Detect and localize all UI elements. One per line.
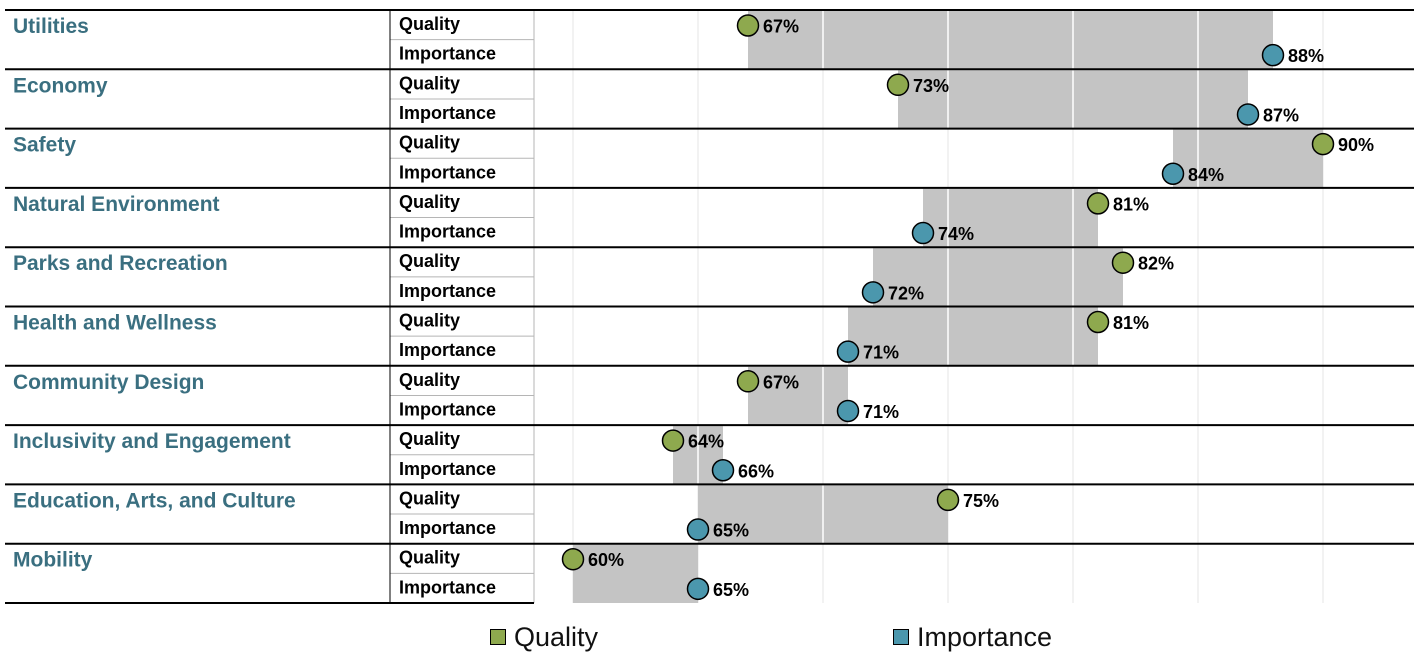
row-label-importance: Importance bbox=[399, 518, 496, 538]
category-label-community-design: Community Design bbox=[13, 371, 204, 394]
legend-importance-swatch bbox=[893, 629, 909, 645]
importance-point bbox=[1161, 162, 1185, 185]
category-label-natural-environment: Natural Environment bbox=[13, 193, 220, 216]
importance-point bbox=[836, 399, 860, 423]
importance-value-label: 74% bbox=[938, 224, 974, 244]
importance-point bbox=[1261, 43, 1285, 67]
quality-value-label: 64% bbox=[688, 432, 724, 452]
legend-quality-swatch bbox=[490, 629, 506, 645]
row-label-quality: Quality bbox=[399, 133, 460, 153]
quality-point bbox=[561, 547, 585, 571]
importance-point bbox=[911, 221, 935, 245]
quality-value-label: 90% bbox=[1338, 135, 1374, 155]
range-bar bbox=[748, 11, 1273, 70]
importance-value-label: 71% bbox=[863, 343, 899, 363]
importance-value-label: 88% bbox=[1288, 46, 1324, 66]
row-label-importance: Importance bbox=[399, 162, 496, 182]
legend-importance: Importance bbox=[893, 622, 1052, 652]
quality-value-label: 82% bbox=[1138, 254, 1174, 274]
importance-value-label: 71% bbox=[863, 402, 899, 422]
quality-value-label: 81% bbox=[1113, 194, 1149, 214]
quality-point bbox=[1111, 251, 1135, 274]
quality-value-label: 75% bbox=[963, 491, 999, 511]
range-bar bbox=[923, 188, 1098, 248]
row-label-quality: Quality bbox=[399, 73, 460, 93]
quality-value-label: 60% bbox=[588, 550, 624, 570]
importance-value-label: 87% bbox=[1263, 105, 1299, 125]
quality-point bbox=[661, 429, 685, 452]
range-bar bbox=[848, 307, 1098, 366]
row-label-importance: Importance bbox=[399, 340, 496, 360]
category-label-inclusivity-and-engagement: Inclusivity and Engagement bbox=[13, 430, 291, 453]
importance-value-label: 84% bbox=[1188, 165, 1224, 185]
importance-point bbox=[1236, 103, 1260, 126]
importance-point bbox=[861, 281, 885, 304]
row-label-quality: Quality bbox=[399, 429, 460, 449]
row-label-quality: Quality bbox=[399, 488, 460, 508]
category-label-health-and-wellness: Health and Wellness bbox=[13, 312, 217, 335]
row-label-importance: Importance bbox=[399, 44, 496, 64]
quality-value-label: 67% bbox=[763, 17, 799, 37]
category-label-education-arts-and-culture: Education, Arts, and Culture bbox=[13, 489, 296, 512]
row-label-importance: Importance bbox=[399, 222, 496, 242]
importance-value-label: 65% bbox=[713, 580, 749, 600]
legend-importance-label: Importance bbox=[917, 621, 1053, 652]
quality-point bbox=[1086, 192, 1110, 215]
quality-point bbox=[1311, 132, 1335, 156]
quality-point bbox=[1086, 310, 1110, 334]
dumbbell-chart: Utilities Quality Importance Economy Quality… bbox=[5, 9, 1414, 604]
importance-point bbox=[711, 459, 735, 482]
row-label-importance: Importance bbox=[399, 459, 496, 479]
range-bar bbox=[873, 248, 1123, 307]
category-label-safety: Safety bbox=[13, 134, 76, 157]
importance-value-label: 72% bbox=[888, 283, 924, 303]
importance-value-label: 66% bbox=[738, 461, 774, 481]
row-label-quality: Quality bbox=[399, 548, 460, 568]
legend-quality-label: Quality bbox=[514, 621, 599, 652]
category-label-parks-and-recreation: Parks and Recreation bbox=[13, 252, 228, 275]
category-label-economy: Economy bbox=[13, 74, 108, 97]
row-label-quality: Quality bbox=[399, 14, 460, 34]
category-label-mobility: Mobility bbox=[13, 549, 93, 572]
quality-point bbox=[936, 488, 960, 512]
quality-point bbox=[886, 73, 910, 97]
range-bar bbox=[748, 366, 848, 426]
category-label-utilities: Utilities bbox=[13, 15, 89, 38]
quality-point bbox=[736, 370, 760, 393]
quality-value-label: 81% bbox=[1113, 313, 1149, 333]
row-label-quality: Quality bbox=[399, 251, 460, 271]
quality-value-label: 73% bbox=[913, 76, 949, 96]
importance-value-label: 65% bbox=[713, 521, 749, 541]
importance-point bbox=[836, 340, 860, 363]
row-label-importance: Importance bbox=[399, 103, 496, 123]
row-label-quality: Quality bbox=[399, 192, 460, 212]
range-bar bbox=[573, 544, 698, 603]
row-label-quality: Quality bbox=[399, 370, 460, 390]
quality-value-label: 67% bbox=[763, 372, 799, 392]
row-label-quality: Quality bbox=[399, 311, 460, 331]
row-label-importance: Importance bbox=[399, 399, 496, 419]
row-label-importance: Importance bbox=[399, 281, 496, 301]
row-label-importance: Importance bbox=[399, 577, 496, 597]
importance-point bbox=[686, 518, 710, 541]
legend-quality: Quality bbox=[490, 622, 598, 652]
quality-point bbox=[736, 14, 760, 37]
importance-point bbox=[686, 577, 710, 601]
